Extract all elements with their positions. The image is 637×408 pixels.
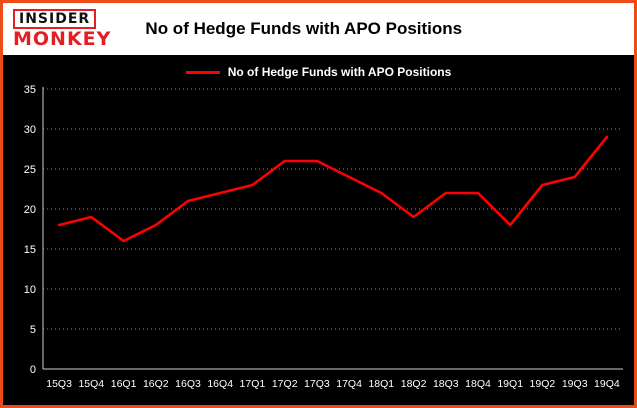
x-axis-tick-label: 18Q4 <box>465 378 491 390</box>
legend-line-swatch <box>185 70 220 74</box>
chart-legend: No of Hedge Funds with APO Positions <box>3 55 634 81</box>
y-axis-tick-label: 15 <box>24 244 36 256</box>
x-axis-tick-label: 16Q2 <box>143 378 169 390</box>
x-axis-tick-label: 19Q3 <box>562 378 588 390</box>
x-axis-tick-label: 16Q3 <box>175 378 201 390</box>
y-axis-tick-label: 5 <box>30 324 36 336</box>
y-axis-tick-label: 30 <box>24 124 36 136</box>
y-axis-tick-label: 0 <box>30 364 36 376</box>
x-axis-tick-label: 19Q2 <box>530 378 556 390</box>
x-axis-tick-label: 17Q3 <box>304 378 330 390</box>
logo-insider-text: INSIDER <box>13 9 97 29</box>
x-axis-tick-label: 17Q1 <box>240 378 266 390</box>
x-axis-tick-label: 16Q4 <box>207 378 233 390</box>
insider-monkey-logo: INSIDER MONKEY <box>13 9 111 49</box>
x-axis-tick-label: 15Q3 <box>46 378 72 390</box>
chart-header: INSIDER MONKEY No of Hedge Funds with AP… <box>3 3 634 55</box>
x-axis-tick-label: 17Q4 <box>336 378 362 390</box>
chart-area: No of Hedge Funds with APO Positions 0 5 1… <box>3 55 634 405</box>
x-axis-tick-label: 19Q4 <box>594 378 620 390</box>
x-axis-tick-label: 19Q1 <box>497 378 523 390</box>
x-axis-tick-label: 17Q2 <box>272 378 298 390</box>
legend-label: No of Hedge Funds with APO Positions <box>227 65 452 79</box>
y-axis-tick-label: 20 <box>24 204 36 216</box>
logo-monkey-text: MONKEY <box>13 28 112 50</box>
y-axis-tick-label: 10 <box>24 284 36 296</box>
x-axis-tick-label: 18Q3 <box>433 378 459 390</box>
x-axis-tick-label: 16Q1 <box>111 378 137 390</box>
x-axis-tick-label: 18Q2 <box>401 378 427 390</box>
chart-title: No of Hedge Funds with APO Positions <box>145 19 463 38</box>
y-axis-tick-label: 35 <box>24 84 36 96</box>
series-line <box>57 135 609 243</box>
x-axis-tick-label: 15Q4 <box>78 378 104 390</box>
x-axis-tick-label: 18Q1 <box>368 378 394 390</box>
y-axis-tick-label: 25 <box>24 164 36 176</box>
line-chart-canvas: 0 5 10 15 20 25 30 35 15Q3 15Q4 16Q1 16Q2 16Q3 16Q4 17… <box>24 84 623 390</box>
